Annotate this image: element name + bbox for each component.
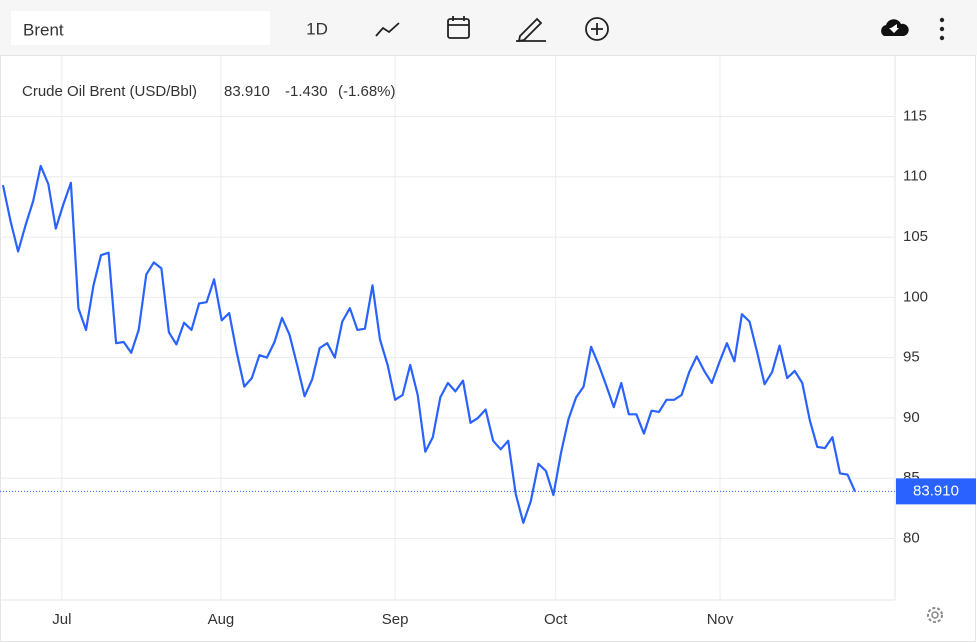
symbol-search[interactable] <box>11 11 270 45</box>
grid <box>0 55 895 600</box>
legend-change: -1.430 <box>285 83 328 100</box>
chart-border <box>0 55 976 642</box>
download-icon[interactable] <box>881 19 909 36</box>
legend-value: 83.910 <box>224 83 270 100</box>
y-tick-label: 115 <box>903 107 927 124</box>
symbol-text[interactable]: Brent <box>23 20 64 39</box>
y-tick-label: 100 <box>903 288 928 305</box>
settings-icon[interactable] <box>927 607 943 623</box>
x-tick-label: Sep <box>382 611 409 628</box>
calendar-icon[interactable] <box>447 16 470 39</box>
y-tick-label: 80 <box>903 529 920 546</box>
y-tick-label: 105 <box>903 228 928 245</box>
price-line <box>1 164 857 524</box>
x-tick-label: Aug <box>208 611 235 628</box>
x-tick-label: Jul <box>52 611 71 628</box>
legend-name: Crude Oil Brent (USD/Bbl) <box>22 83 197 100</box>
add-icon[interactable] <box>585 17 609 41</box>
interval-button[interactable]: 1D <box>306 19 328 38</box>
last-price-box <box>896 478 976 505</box>
y-tick-label: 110 <box>903 168 927 185</box>
y-tick-label: 90 <box>903 409 920 426</box>
chart-type-icon[interactable] <box>375 22 400 37</box>
menu-icon[interactable] <box>939 17 945 41</box>
draw-icon[interactable] <box>516 17 546 43</box>
legend-change-percent: (-1.68%) <box>338 83 396 100</box>
x-tick-label: Oct <box>544 611 568 628</box>
y-tick-label: 95 <box>903 349 920 366</box>
last-price-label: 83.910 <box>913 482 959 499</box>
x-tick-label: Nov <box>707 611 734 628</box>
